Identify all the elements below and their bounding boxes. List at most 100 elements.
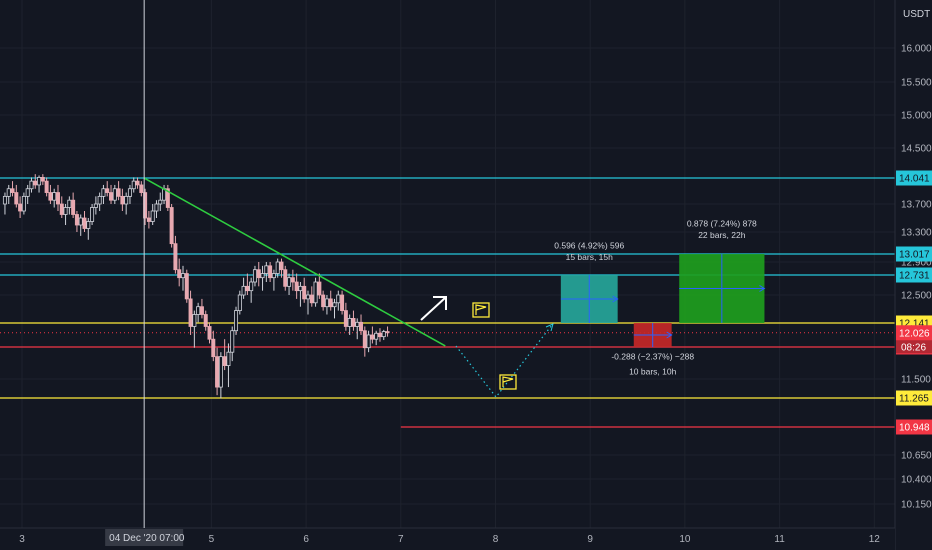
candle-body bbox=[332, 302, 337, 308]
level-price-label: 12.731 bbox=[899, 271, 930, 282]
countdown-label-bg bbox=[896, 340, 932, 354]
grid-lines bbox=[0, 0, 895, 528]
position-annotation-text: -0.288 (−2.37%) −288 bbox=[611, 351, 694, 361]
candle-body bbox=[366, 334, 371, 349]
candle-body bbox=[14, 192, 19, 205]
candle-body bbox=[10, 188, 15, 193]
price-tick-label: 15.500 bbox=[901, 78, 932, 89]
price-tick-label: 10.650 bbox=[901, 451, 932, 462]
time-tick-label: 12 bbox=[869, 534, 881, 545]
candle-body bbox=[131, 180, 136, 190]
candle-body bbox=[67, 199, 72, 208]
candle-body bbox=[180, 273, 185, 279]
candle-body bbox=[86, 221, 91, 229]
time-tick-label: 5 bbox=[209, 534, 215, 545]
trend-line[interactable] bbox=[143, 177, 446, 347]
up-arrow[interactable] bbox=[420, 297, 446, 321]
candle-body bbox=[33, 180, 38, 186]
candle-body bbox=[298, 285, 303, 292]
candle-body bbox=[324, 298, 329, 308]
level-price-label: 14.041 bbox=[899, 174, 930, 185]
candle-body bbox=[305, 294, 310, 300]
position-annotation-text: 10 bars, 10h bbox=[629, 367, 677, 377]
candle-body bbox=[203, 314, 208, 327]
candle-body bbox=[135, 180, 140, 186]
projection-arrow-head bbox=[545, 323, 554, 332]
currency-label: USDT bbox=[903, 9, 930, 20]
price-tick-label: 10.400 bbox=[901, 475, 932, 486]
candle-body bbox=[165, 188, 170, 208]
candle-body bbox=[290, 277, 295, 283]
candle-body bbox=[321, 294, 326, 308]
level-price-label: 11.265 bbox=[899, 394, 929, 405]
candle-body bbox=[343, 310, 348, 327]
horizontal-levels[interactable] bbox=[0, 177, 895, 428]
candle-body bbox=[196, 306, 201, 315]
candle-body bbox=[188, 298, 193, 327]
drawings[interactable] bbox=[143, 177, 554, 398]
time-tick-label: 10 bbox=[679, 534, 691, 545]
candle-body bbox=[6, 188, 11, 197]
level-price-label-bg bbox=[896, 267, 932, 283]
candle-body bbox=[116, 188, 121, 197]
candle-body bbox=[237, 294, 242, 311]
candle-body bbox=[271, 273, 276, 279]
time-axis[interactable] bbox=[0, 528, 895, 550]
price-tick-label: 10.150 bbox=[901, 500, 932, 511]
candle-body bbox=[252, 269, 257, 283]
crosshair-time-label: 04 Dec '20 07:00 bbox=[109, 533, 185, 544]
candle-body bbox=[169, 207, 174, 245]
position-annotations: 0.596 (4.92%) 596 15 bars, 15h 0.878 (7.24… bbox=[554, 218, 757, 376]
candle-body bbox=[25, 188, 30, 197]
flag-icon bbox=[475, 304, 487, 315]
level-price-label: 10.948 bbox=[899, 423, 930, 434]
candle-body bbox=[40, 177, 45, 182]
candle-body bbox=[241, 285, 246, 296]
price-tick-label: 15.000 bbox=[901, 111, 932, 122]
price-tick-label: 12.900 bbox=[901, 258, 932, 269]
time-axis-ticks: 3 5 6 7 8 9 10 11 12 bbox=[19, 534, 880, 545]
position-annotation-text: 15 bars, 15h bbox=[566, 252, 614, 262]
flag-marker-bottom[interactable] bbox=[499, 374, 517, 390]
candle-body bbox=[124, 195, 129, 205]
candle-body bbox=[127, 188, 132, 197]
candle-body bbox=[309, 294, 314, 304]
candle-body bbox=[385, 331, 390, 334]
price-tick-label: 13.300 bbox=[901, 228, 932, 239]
candle-body bbox=[192, 314, 197, 327]
candle-body bbox=[287, 277, 292, 287]
candle-body bbox=[78, 217, 83, 226]
candle-body bbox=[377, 332, 382, 338]
position-annotation-text: 22 bars, 22h bbox=[698, 230, 746, 240]
candle-body bbox=[2, 195, 7, 205]
price-axis-ticks: 16.000 15.500 15.000 14.500 13.700 13.300 12.9… bbox=[901, 44, 932, 511]
candle-body bbox=[222, 356, 227, 366]
candle-body bbox=[63, 207, 68, 215]
position-boxes[interactable] bbox=[560, 254, 766, 347]
candle-body bbox=[29, 180, 34, 190]
candle-body bbox=[105, 188, 110, 193]
candle-body bbox=[294, 281, 299, 292]
candle-body bbox=[264, 265, 269, 274]
position-box-arrow bbox=[759, 285, 766, 292]
candle-body bbox=[150, 210, 155, 222]
level-price-label: 12.141 bbox=[899, 319, 930, 330]
position-annotation-text: 0.596 (4.92%) 596 bbox=[554, 240, 624, 250]
flag-marker-top[interactable] bbox=[472, 302, 490, 318]
time-tick-label: 7 bbox=[398, 534, 404, 545]
level-price-label-bg bbox=[896, 246, 932, 262]
candle-body bbox=[18, 203, 23, 212]
price-tick-label: 16.000 bbox=[901, 44, 932, 55]
position-box-arrow bbox=[666, 331, 673, 339]
candle-body bbox=[313, 281, 318, 304]
price-tick-label: 11.500 bbox=[901, 375, 931, 386]
candle-body bbox=[347, 317, 352, 327]
candle-body bbox=[283, 269, 288, 287]
candle-body bbox=[71, 199, 76, 215]
candle-body bbox=[55, 192, 60, 205]
candle-body bbox=[234, 310, 239, 332]
candle-body bbox=[74, 214, 79, 226]
candle-body bbox=[362, 330, 367, 349]
candle-body bbox=[21, 195, 26, 212]
